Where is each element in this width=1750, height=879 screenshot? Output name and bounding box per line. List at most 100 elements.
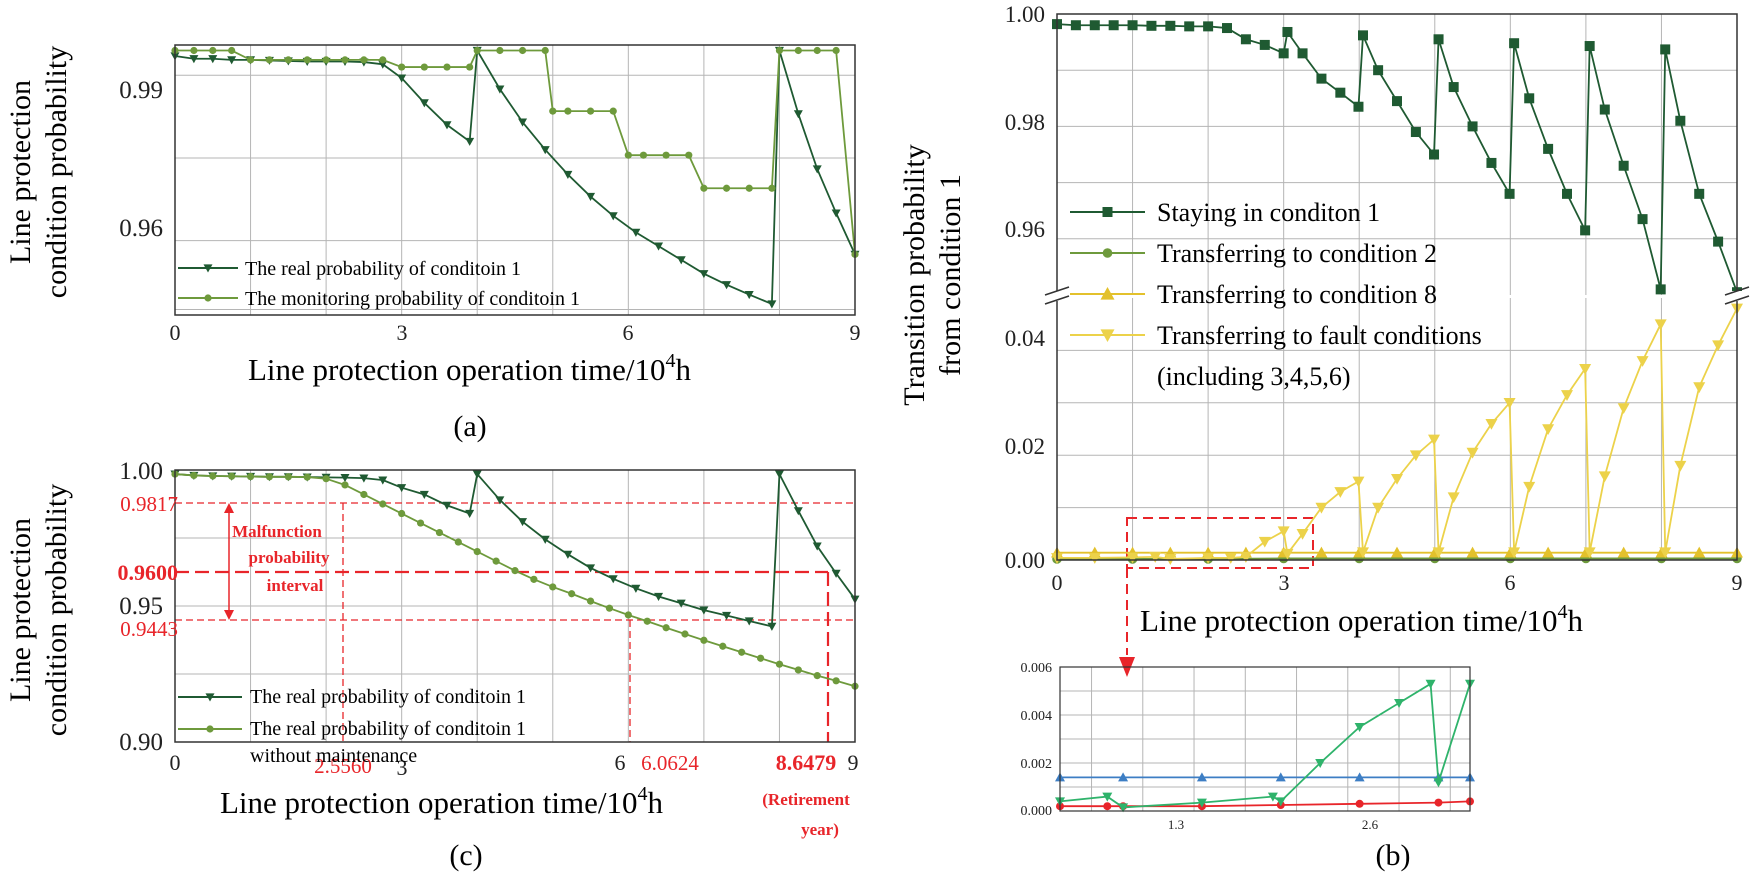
inset-series-2-point	[1267, 792, 1278, 802]
panel-a-series-0-point	[812, 165, 822, 174]
axis-break-gap-left	[1045, 291, 1069, 301]
panel-b-series-3-point	[1636, 356, 1649, 367]
panel-a-series-1-point	[722, 184, 731, 192]
panel-a-series-1-point	[420, 63, 428, 71]
panel-b-series-3-point	[1561, 390, 1573, 401]
panel-c-series-1-point	[454, 538, 462, 546]
panel-c-series-0-point	[340, 474, 350, 483]
panel-b-series-3-point	[1357, 547, 1369, 559]
inset-series	[1055, 679, 1475, 813]
panel-a-series-0-point	[397, 74, 407, 83]
panel-b-legend-fault-line2: (including 3,4,5,6)	[1157, 362, 1351, 391]
panel-a-series-1-point	[303, 56, 311, 64]
panel-a-series-1-point	[228, 46, 236, 55]
panel-b-xtick: 9	[1732, 570, 1743, 595]
panel-b-series-3-point	[1428, 434, 1441, 446]
annot-time-8.6479: 8.6479	[776, 750, 837, 775]
panel-b-lower-frame	[1056, 298, 1738, 561]
panel-c-xlabel-text: Line protection operation time/10	[220, 785, 638, 820]
panel-b-series-3-point	[1712, 340, 1725, 352]
inset-xtick: 1.3	[1168, 817, 1184, 832]
panel-c-xtick: 3	[397, 755, 408, 780]
panel-a-series-1-point	[700, 184, 708, 192]
panel-b-ytick: 0.98	[1005, 110, 1045, 135]
panel-c-series-0-point	[397, 484, 407, 493]
inset-x-ticks: 1.3 2.6	[1168, 817, 1379, 832]
panel-b-series-3-point	[1277, 526, 1290, 538]
panel-c-series-1-point	[228, 472, 236, 480]
inset-ytick: 0.000	[1021, 804, 1053, 819]
panel-b-upper-frame	[1056, 13, 1738, 295]
panel-a-series-0-point	[563, 170, 573, 179]
panel-a-series-0-point	[793, 110, 803, 119]
malfunction-label-line3: interval	[267, 576, 324, 595]
panel-c-series-1-point	[246, 472, 255, 481]
panel-c-series-1-point	[322, 475, 330, 483]
inset-y-ticks: 0.006 0.004 0.002 0.000	[1021, 661, 1053, 819]
panel-b-series-3-point	[1239, 552, 1252, 563]
panel-b-series-0-point	[1580, 225, 1591, 236]
panel-c-xlabel: Line protection operation time/104h	[220, 783, 664, 820]
panel-b-series-0-point	[1240, 34, 1251, 45]
zoom-region-rect	[1126, 517, 1314, 569]
panel-a-series-1-point	[443, 63, 451, 71]
panel-c-series-1-point	[473, 548, 481, 556]
malfunction-arrow-head-down	[224, 610, 234, 620]
panel-c-series-1-point	[530, 575, 538, 583]
panel-b-xlabel-sup: 4	[1558, 601, 1568, 623]
panel-b-series-0-point	[1222, 23, 1232, 34]
panel-a-series-0-point	[465, 137, 475, 146]
panel-a-legend-swatch-real	[178, 264, 238, 273]
panel-b-series-0-point	[1486, 157, 1497, 168]
panel-b-series-3-point	[1296, 529, 1309, 540]
panel-a-series-0-point	[540, 146, 550, 155]
panel-b-series-0-point	[1433, 34, 1444, 45]
panel-c-series-0-point	[359, 474, 369, 483]
panel-a-series-0-point	[227, 56, 237, 65]
legend-swatch-marker	[205, 693, 215, 702]
panel-c-series-1-point	[416, 519, 425, 527]
panel-b-series-0-point	[1448, 82, 1459, 93]
panel-b-series-3-point	[1088, 553, 1101, 564]
panel-c-series-1-point	[605, 604, 614, 612]
inset-series-2-point	[1433, 778, 1444, 788]
panel-b-series-2-point	[1617, 546, 1630, 558]
panel-b-series-0-point	[1259, 39, 1270, 50]
panel-c-series-1-point	[265, 473, 274, 481]
panel-c-series-1-point	[209, 472, 217, 480]
panel-b-series-0-point	[1070, 20, 1081, 31]
panel-b-series-3-point	[1654, 319, 1667, 331]
panel-b-series-0-point	[1203, 21, 1214, 32]
panel-a-grid	[175, 45, 855, 315]
panel-a-series-1-point	[639, 151, 648, 159]
panel-c-series-1-point	[662, 624, 670, 632]
panel-a-series-1-point	[398, 63, 406, 71]
panel-a-series-0-point	[608, 212, 618, 221]
panel-c-series-1-point	[360, 490, 368, 499]
panel-a-xtick: 6	[623, 320, 634, 345]
panel-c-series-1-point	[719, 642, 727, 650]
legend-swatch-marker	[1100, 329, 1115, 342]
legend-swatch-marker	[1102, 207, 1113, 217]
panel-b-y-ticks: 1.00 0.98 0.96 0.04 0.02 0.00	[1005, 2, 1046, 573]
legend-swatch-marker	[203, 264, 213, 273]
panel-b-x-ticks: 0 3 6 9	[1052, 570, 1743, 595]
panel-c-series-1-point	[435, 528, 444, 537]
panel-c-grid	[175, 470, 855, 742]
panel-b-series-3-point	[1432, 547, 1445, 559]
annot-time-6.0624: 6.0624	[641, 751, 699, 775]
panel-c-series-1-point	[643, 617, 651, 625]
panel-a-series-1-point	[341, 56, 349, 64]
panel-c-xlabel-suffix: h	[648, 785, 664, 820]
panel-c-series-1-point	[586, 597, 595, 605]
panel-b-series-3-point	[1674, 460, 1687, 472]
panel-c-series-1-point	[303, 473, 311, 481]
panel-c-series-0-point	[378, 476, 388, 485]
panel-a-series-0-point	[767, 300, 777, 309]
inset-series-2-point	[1275, 797, 1286, 807]
panel-c-label: (c)	[449, 839, 482, 872]
panel-a-series-1-point	[518, 46, 527, 55]
panel-b-series-3-point	[1466, 447, 1479, 459]
panel-a-series-1-point	[496, 46, 504, 55]
